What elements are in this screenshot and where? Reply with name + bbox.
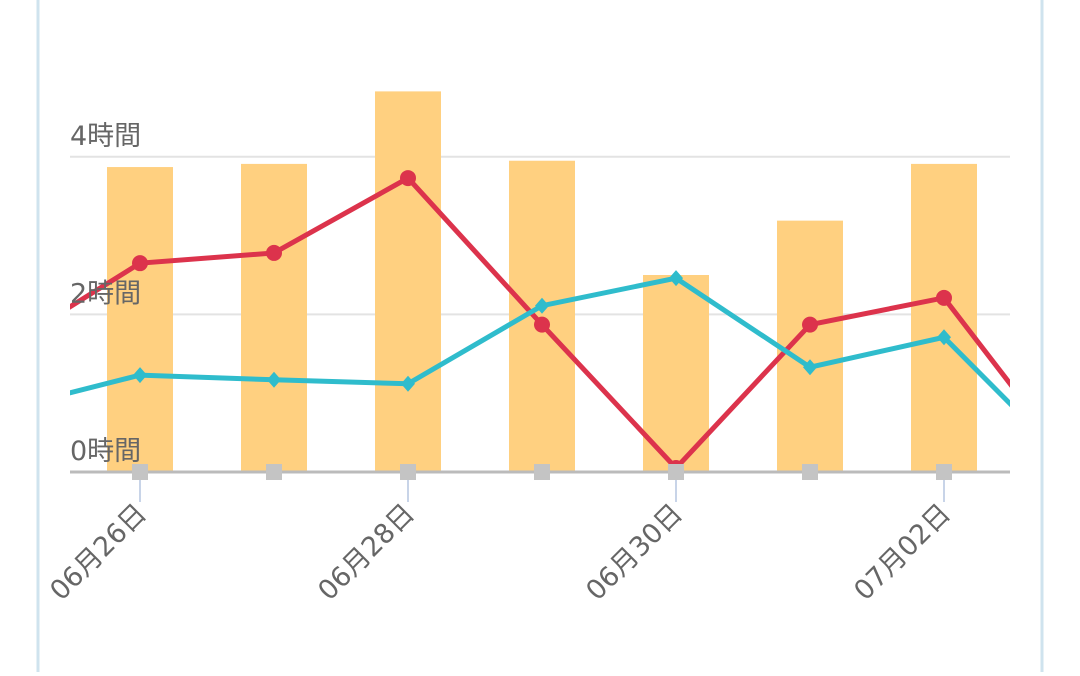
x-tick-label: 06月30日 xyxy=(580,498,689,607)
point xyxy=(535,297,549,314)
x-tick-marker xyxy=(266,464,282,480)
point xyxy=(0,401,13,417)
x-tick-marker xyxy=(802,464,818,480)
point xyxy=(267,371,281,388)
x-tick-marker xyxy=(132,464,148,480)
x-tick-label: 07月02日 xyxy=(848,498,957,607)
bar xyxy=(241,163,307,472)
point xyxy=(401,375,415,392)
y-tick-label: 0時間 xyxy=(70,436,141,467)
x-tick-marker xyxy=(668,464,684,480)
point xyxy=(937,329,951,346)
x-tick-marker xyxy=(534,464,550,480)
point xyxy=(133,367,147,384)
point xyxy=(803,359,817,376)
point xyxy=(400,170,416,187)
point xyxy=(0,339,14,355)
x-tick-label: 06月26日 xyxy=(44,498,153,607)
x-tick-marker xyxy=(936,464,952,480)
y-tick-label: 4時間 xyxy=(70,121,141,152)
point xyxy=(936,289,952,306)
point xyxy=(1070,464,1080,480)
point xyxy=(1071,464,1080,480)
point xyxy=(266,244,282,261)
y-tick-label: 2時間 xyxy=(70,278,141,309)
x-tick-label: 06月28日 xyxy=(312,498,421,607)
x-tick-marker xyxy=(400,464,416,480)
bar xyxy=(911,163,977,472)
point xyxy=(669,270,683,287)
point xyxy=(534,316,550,333)
bar xyxy=(107,167,173,472)
bar xyxy=(375,91,441,473)
bar xyxy=(643,275,709,472)
point xyxy=(132,255,148,272)
point xyxy=(802,316,818,333)
